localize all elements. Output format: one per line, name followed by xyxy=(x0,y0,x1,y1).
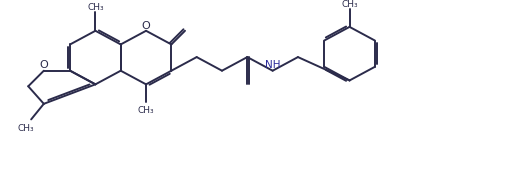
Text: CH₃: CH₃ xyxy=(341,0,358,9)
Text: CH₃: CH₃ xyxy=(138,106,154,115)
Text: O: O xyxy=(142,21,150,31)
Text: O: O xyxy=(39,60,48,70)
Text: NH: NH xyxy=(265,60,280,70)
Text: CH₃: CH₃ xyxy=(18,124,35,133)
Text: CH₃: CH₃ xyxy=(87,3,104,12)
